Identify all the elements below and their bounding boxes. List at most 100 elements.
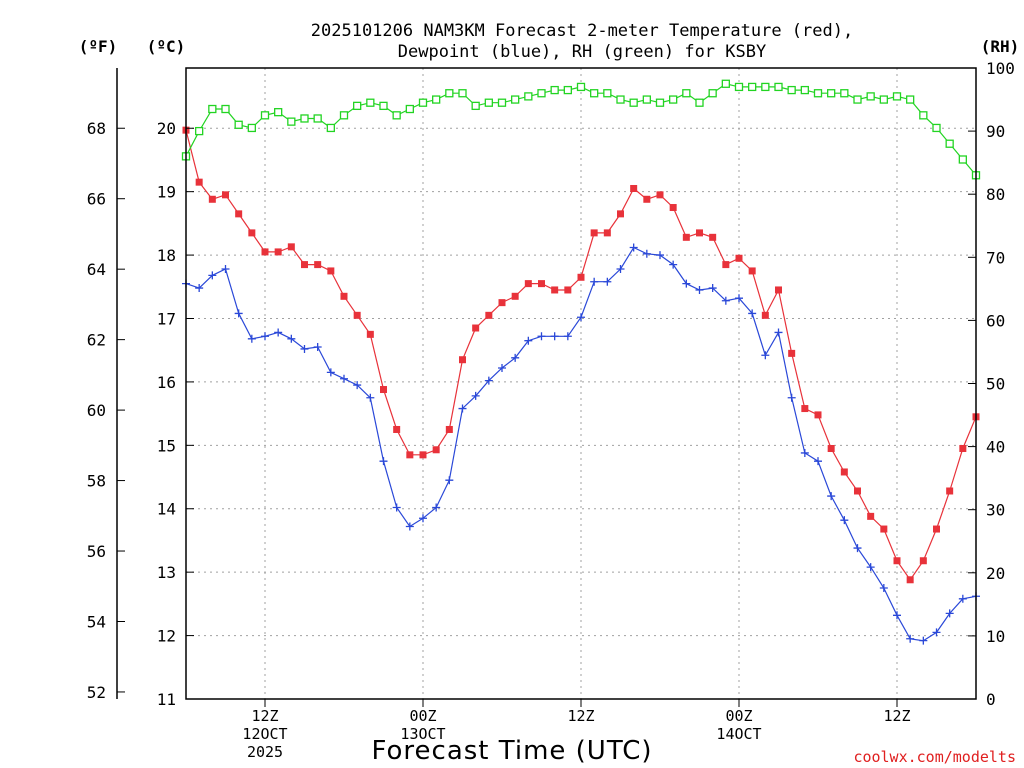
rh-point: [892, 92, 902, 101]
rh-tick-label: 80: [986, 185, 1005, 204]
dewpoint-point: [932, 628, 941, 637]
dewpoint-point: [656, 251, 664, 260]
rh-point: [379, 101, 388, 111]
celsius-tick-label: 18: [157, 246, 176, 265]
dewpoint-point: [893, 611, 901, 620]
temperature-point: [761, 311, 769, 319]
dewpoint-point: [208, 271, 217, 280]
temperature-point: [327, 267, 335, 275]
dewpoint-point: [498, 363, 506, 372]
dewpoint-point: [287, 334, 296, 343]
temperature-point: [617, 210, 624, 218]
dewpoint-point: [906, 634, 915, 643]
temperature-point: [788, 349, 796, 357]
x-tick-label: 12Z: [251, 707, 278, 725]
rh-point: [879, 95, 888, 104]
temperature-point: [222, 191, 229, 199]
rh-tick-label: 70: [986, 248, 1005, 267]
fahrenheit-tick-label: 54: [87, 612, 106, 631]
x-tick-label: 12Z: [883, 707, 910, 725]
x-tick-label: 00Z: [409, 707, 436, 725]
celsius-tick-label: 16: [157, 373, 176, 392]
temperature-point: [893, 557, 901, 565]
rh-point: [274, 108, 283, 117]
rh-point: [906, 95, 915, 104]
rh-tick-label: 100: [986, 59, 1015, 78]
rh-point: [682, 89, 691, 98]
rh-point: [208, 104, 217, 114]
dewpoint-point: [629, 243, 638, 252]
rh-point: [576, 82, 586, 92]
fahrenheit-tick-label: 62: [87, 331, 106, 350]
temperature-point: [340, 292, 348, 300]
dewpoint-point: [669, 260, 678, 269]
temperature-point: [735, 254, 743, 262]
dewpoint-point: [800, 448, 809, 457]
x-tick-label: 00Z: [725, 707, 752, 725]
rh-tick-label: 60: [986, 311, 1005, 330]
rh-point: [471, 101, 480, 111]
temperature-point: [827, 445, 835, 453]
rh-point: [629, 98, 638, 107]
x-axis-title: Forecast Time (UTC): [371, 736, 652, 766]
rh-point: [840, 89, 849, 98]
chart-title-line2: Dewpoint (blue), RH (green) for KSBY: [398, 42, 766, 62]
temperature-point: [577, 273, 585, 281]
dewpoint-point: [590, 277, 599, 286]
rh-point: [748, 82, 757, 92]
dewpoint-point: [221, 265, 230, 274]
plot-frame: [185, 67, 977, 700]
temperature-point: [669, 204, 677, 212]
dewpoint-point: [879, 584, 888, 593]
temperature-point: [248, 229, 256, 237]
rh-point: [326, 123, 335, 133]
dewpoint-point: [313, 343, 322, 352]
dewpoint-point: [432, 503, 441, 512]
dewpoint-point: [195, 284, 204, 293]
dewpoint-point: [326, 368, 335, 377]
dewpoint-point: [445, 476, 454, 485]
dewpoint-point: [577, 313, 585, 322]
dewpoint-point: [761, 351, 770, 360]
rh-point: [669, 95, 678, 104]
rh-tick-label: 10: [986, 627, 1005, 646]
temperature-point: [208, 195, 216, 203]
rh-point: [866, 92, 875, 101]
temperature-point: [432, 446, 440, 454]
dewpoint-point: [721, 296, 730, 305]
rh-point: [721, 79, 730, 88]
rh-tick-label: 50: [986, 375, 1005, 394]
dewpoint-point: [787, 393, 796, 402]
dewpoint-point: [840, 516, 849, 525]
rh-point: [195, 126, 204, 136]
temperature-point: [933, 525, 940, 533]
temperature-point: [775, 286, 782, 294]
temperature-point: [235, 210, 243, 218]
temperature-point: [630, 184, 638, 192]
celsius-axis-label: (ºC): [147, 37, 186, 56]
temperature-point: [406, 451, 414, 459]
dewpoint-point: [735, 294, 743, 303]
celsius-tick-label: 15: [157, 436, 176, 455]
temperature-point: [643, 195, 651, 203]
rh-tick-label: 0: [986, 690, 996, 709]
celsius-tick-label: 11: [157, 690, 176, 709]
rh-point: [590, 89, 599, 98]
dewpoint-point: [379, 457, 388, 466]
rh-point: [734, 82, 744, 92]
temperature-point: [511, 292, 519, 300]
credit-text: coolwx.com/modelts: [853, 748, 1016, 766]
dewpoint-point: [247, 334, 256, 343]
dewpoint-point: [958, 594, 967, 603]
x-tick-label: 14OCT: [716, 725, 761, 743]
rh-tick-label: 40: [986, 438, 1005, 457]
fahrenheit-tick-label: 66: [87, 190, 106, 209]
x-tick-label: 12OCT: [242, 725, 287, 743]
rh-point: [655, 98, 665, 107]
temperature-point: [314, 261, 322, 269]
dewpoint-point: [550, 332, 559, 341]
rh-point: [563, 85, 572, 95]
rh-point: [813, 89, 823, 98]
dewpoint-point: [695, 285, 704, 294]
temperature-point: [195, 178, 203, 186]
